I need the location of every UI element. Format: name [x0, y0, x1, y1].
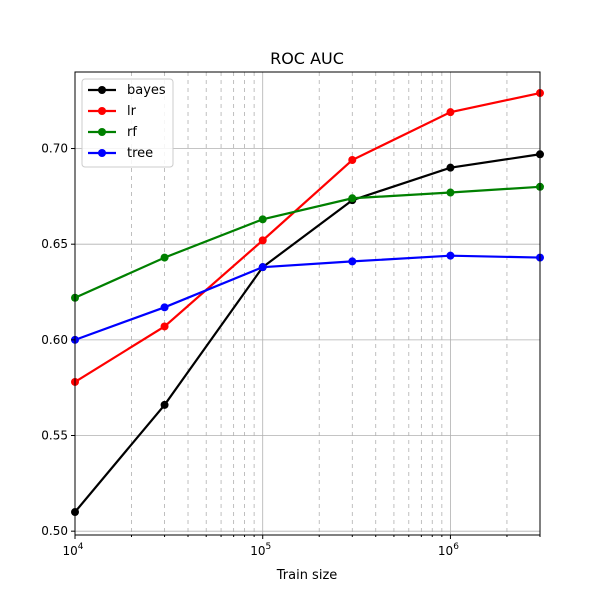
legend: bayes lr rf tree [81, 78, 174, 168]
data-point-lr [446, 108, 455, 117]
data-point-rf [348, 194, 357, 203]
y-tick-label: 0.70 [41, 142, 68, 156]
chart-title: ROC AUC [270, 49, 344, 68]
plot-frame [74, 71, 541, 536]
legend-label-rf: rf [127, 125, 137, 140]
x-tick-label: 104 [62, 542, 83, 558]
series-line-bayes [74, 153, 541, 513]
data-point-tree [446, 251, 455, 260]
data-point-rf [258, 215, 267, 224]
data-point-rf [160, 253, 169, 262]
grid [74, 72, 541, 535]
y-tick-label: 0.60 [41, 333, 68, 347]
legend-box [81, 78, 174, 168]
y-tick-label: 0.65 [41, 237, 68, 251]
data-point-lr [258, 236, 267, 245]
data-point-rf [446, 188, 455, 197]
y-tick-label: 0.55 [41, 429, 68, 443]
legend-marker-tree [98, 149, 106, 157]
data-point-tree [348, 257, 357, 266]
x-tick-label: 106 [438, 542, 459, 558]
legend-label-bayes: bayes [127, 83, 166, 98]
legend-label-tree: tree [127, 146, 153, 161]
data-point-lr [348, 156, 357, 165]
data-point-tree [160, 303, 169, 312]
legend-marker-bayes [98, 86, 106, 94]
series-line-rf [74, 185, 541, 299]
series-line-lr [74, 91, 541, 383]
data-point-tree [258, 263, 267, 272]
axis-ticks: 104 105 106 0.50 0.55 0.60 0.65 0.70 [41, 142, 541, 558]
x-tick-label: 105 [250, 542, 271, 558]
legend-label-lr: lr [127, 104, 137, 119]
data-point-bayes [160, 400, 169, 409]
legend-marker-rf [98, 128, 106, 136]
data-point-bayes [446, 163, 455, 172]
series-line-tree [74, 254, 541, 341]
x-axis-label: Train size [276, 568, 338, 583]
y-tick-label: 0.50 [41, 524, 68, 538]
data-point-lr [160, 322, 169, 331]
legend-marker-lr [98, 107, 106, 115]
series-lines [71, 89, 544, 517]
